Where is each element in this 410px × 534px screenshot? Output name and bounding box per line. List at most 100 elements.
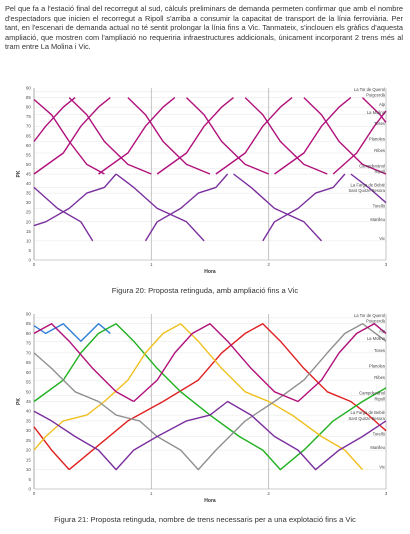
station-label: Manlleu: [370, 217, 385, 222]
train-path: [33, 173, 117, 227]
train-path: [33, 322, 111, 342]
station-label: Torelló: [373, 432, 386, 437]
y-tick-label: 0: [28, 487, 31, 492]
train-path: [68, 97, 152, 175]
train-path: [362, 97, 387, 123]
y-tick-label: 0: [28, 258, 31, 263]
x-tick-label: 3: [385, 491, 388, 496]
train-path: [33, 322, 387, 471]
y-tick-label: 55: [26, 152, 32, 157]
station-label: Vic: [379, 465, 385, 470]
x-axis-title: Hora: [204, 269, 216, 275]
y-tick-label: 30: [26, 200, 32, 205]
train-path: [68, 322, 387, 471]
station-label: La Tor de Querol: [354, 313, 385, 318]
y-tick-label: 75: [26, 114, 32, 119]
train-graph-figure-21-svg: 0 5 10 15 20 25 30 35 40 45 50 55 60 65 70 75 80 85 90 0 1 2 3…: [16, 312, 388, 505]
train-path: [133, 322, 387, 403]
x-tick-label: 1: [150, 491, 153, 496]
station-label: Ribes: [374, 375, 385, 380]
station-label: Campdevànol: [359, 391, 385, 396]
station-label: Planoles: [369, 363, 385, 368]
train-path: [332, 110, 387, 175]
train-graph-figure-20: 0 5 10 15 20 25 30 35 40 45 50 55 60 65 70 75 80 85 90 0 1 2 3…: [0, 84, 410, 276]
body-paragraph: Pel que fa a l'estació final del recorre…: [5, 4, 403, 52]
y-tick-label: 5: [28, 248, 31, 253]
station-label: La Farga de Bebié: [351, 182, 386, 187]
y-tick-label: 90: [26, 86, 32, 91]
station-label: La Farga de Bebié: [351, 410, 386, 415]
station-label: Sant Quirze Besora: [348, 188, 385, 193]
train-path: [33, 322, 387, 471]
train-path: [98, 97, 176, 175]
train-path: [115, 173, 205, 242]
train-path: [33, 97, 111, 175]
y-tick-label: 60: [26, 143, 32, 148]
y-tick-label: 85: [26, 321, 32, 326]
y-tick-label: 65: [26, 133, 32, 138]
y-tick-label: 35: [26, 418, 32, 423]
y-tick-label: 45: [26, 172, 32, 177]
train-path: [350, 173, 387, 204]
x-tick-label: 2: [267, 491, 270, 496]
station-label: Manlleu: [370, 445, 385, 450]
figure-21-caption: Figura 21: Proposta retinguda, nombre de…: [54, 515, 356, 524]
train-path: [33, 98, 105, 175]
y-tick-label: 40: [26, 409, 32, 414]
x-tick-label: 1: [150, 262, 153, 267]
y-tick-label: 70: [26, 124, 32, 129]
train-path: [144, 173, 229, 242]
train-path: [303, 97, 387, 175]
y-tick-label: 80: [26, 331, 32, 336]
station-label: Puigcerdà: [366, 93, 386, 98]
x-tick-label: 3: [385, 262, 388, 267]
train-graph-figure-20-svg: 0 5 10 15 20 25 30 35 40 45 50 55 60 65 70 75 80 85 90 0 1 2 3…: [16, 86, 388, 276]
x-tick-label: 2: [267, 262, 270, 267]
y-tick-label: 65: [26, 360, 32, 365]
train-path: [33, 400, 387, 471]
y-tick-label: 85: [26, 95, 32, 100]
station-label: Alp: [379, 328, 386, 333]
station-label: La Molina: [367, 336, 386, 341]
y-tick-label: 25: [26, 210, 32, 215]
y-tick-label: 55: [26, 380, 32, 385]
y-tick-label: 5: [28, 477, 31, 482]
y-tick-label: 40: [26, 181, 32, 186]
train-path: [274, 97, 352, 175]
y-tick-label: 20: [26, 448, 32, 453]
station-label: Campdevànol: [359, 163, 385, 168]
y-tick-label: 90: [26, 312, 32, 317]
train-path: [33, 426, 70, 471]
station-label: Toses: [374, 348, 385, 353]
y-tick-label: 10: [26, 238, 32, 243]
station-label: La Tor de Querol: [354, 87, 385, 92]
station-label: Ripoll: [375, 169, 386, 174]
train-graph-figure-21: 0 5 10 15 20 25 30 35 40 45 50 55 60 65 70 75 80 85 90 0 1 2 3…: [0, 310, 410, 505]
train-path: [262, 173, 346, 242]
y-tick-label: 50: [26, 389, 32, 394]
train-path: [33, 322, 135, 403]
y-tick-label: 15: [26, 457, 32, 462]
y-tick-label: 60: [26, 370, 32, 375]
station-label: Planoles: [369, 137, 385, 142]
y-tick-label: 10: [26, 467, 32, 472]
y-tick-label: 30: [26, 428, 32, 433]
train-path: [33, 322, 364, 471]
station-label: Ribes: [374, 148, 385, 153]
y-tick-label: 70: [26, 350, 32, 355]
station-label: Ripoll: [375, 397, 386, 402]
train-path: [215, 97, 293, 175]
y-axis-title: PK: [16, 170, 22, 177]
y-tick-label: 35: [26, 191, 32, 196]
y-axis-title: PK: [16, 398, 22, 405]
y-tick-label: 15: [26, 229, 32, 234]
station-label: Puigcerdà: [366, 319, 386, 324]
y-tick-label: 80: [26, 105, 32, 110]
train-path: [233, 173, 323, 242]
train-path: [244, 97, 328, 175]
x-tick-label: 0: [33, 491, 36, 496]
train-path: [127, 97, 211, 175]
y-tick-label: 20: [26, 219, 32, 224]
y-tick-label: 45: [26, 399, 32, 404]
train-path: [33, 186, 94, 242]
